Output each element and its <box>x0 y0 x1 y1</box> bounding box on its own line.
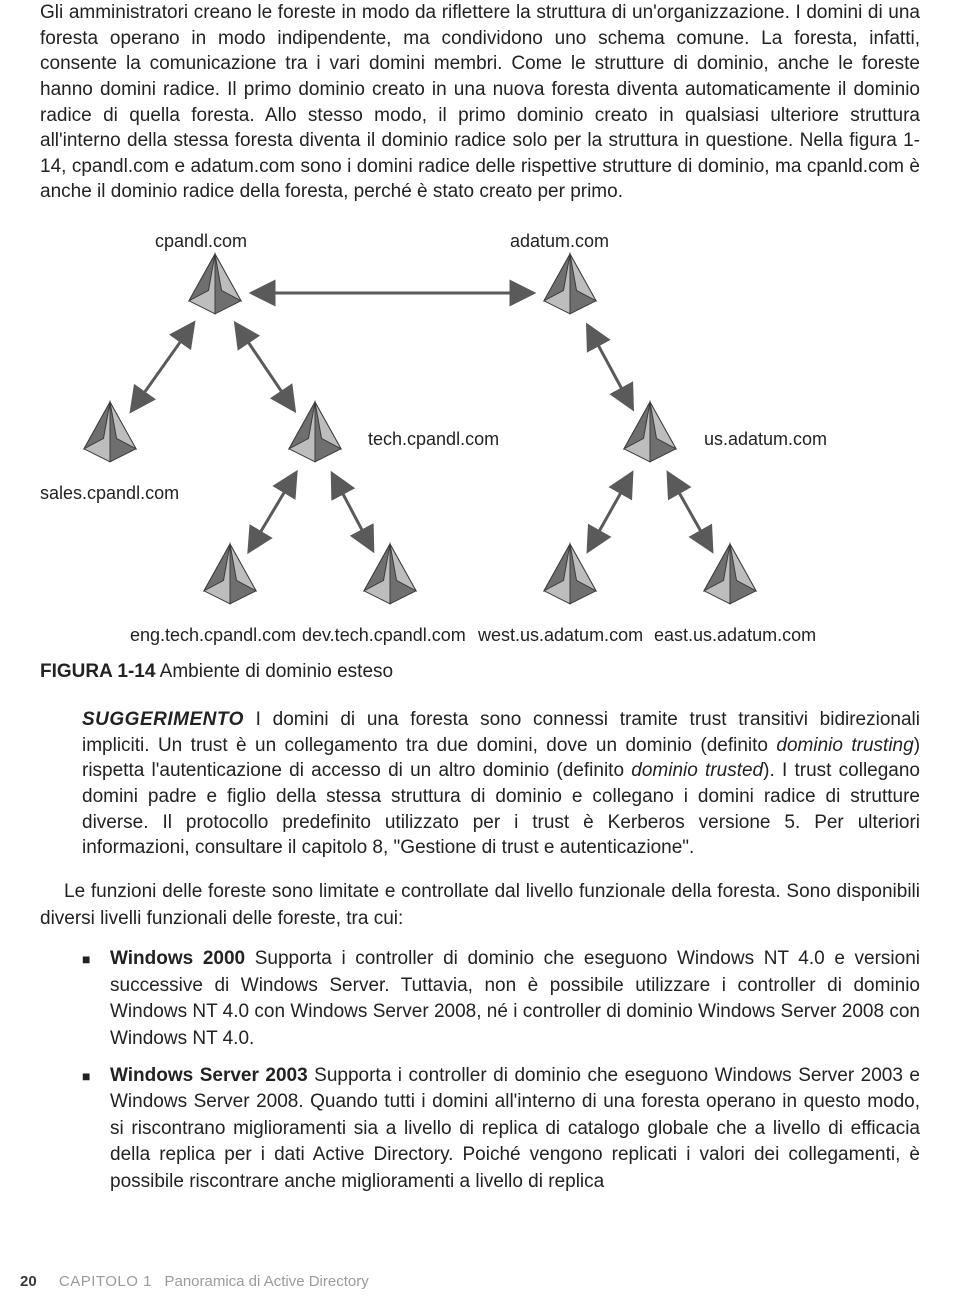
tip-label: SUGGERIMENTO <box>82 709 244 730</box>
diagram-node-label: adatum.com <box>510 231 609 252</box>
diagram-node-label: west.us.adatum.com <box>478 625 643 646</box>
diagram-node-label: sales.cpandl.com <box>40 483 179 504</box>
diagram-node-label: us.adatum.com <box>704 429 827 450</box>
list-item: Windows 2000 Supporta i controller di do… <box>82 946 920 1052</box>
list-item: Windows Server 2003 Supporta i controlle… <box>82 1063 920 1196</box>
diagram-node-label: dev.tech.cpandl.com <box>302 625 466 646</box>
diagram-node-label: east.us.adatum.com <box>654 625 816 646</box>
tip-block: SUGGERIMENTO I domini di una foresta son… <box>82 707 920 861</box>
forest-levels-list: Windows 2000 Supporta i controller di do… <box>40 946 920 1195</box>
page-number: 20 <box>20 1273 37 1290</box>
figure-caption-number: FIGURA 1-14 <box>40 661 155 682</box>
intro-paragraph: Gli amministratori creano le foreste in … <box>40 0 920 205</box>
bullet-2-bold: Windows Server 2003 <box>110 1065 308 1086</box>
figure-1-14: cpandl.com adatum.com sales.cpandl.com tech… <box>40 223 920 653</box>
chapter-title: Panoramica di Active Directory <box>164 1273 368 1290</box>
chapter-label: CAPITOLO 1 <box>59 1273 152 1290</box>
bullet-1-bold: Windows 2000 <box>110 948 245 969</box>
figure-caption: FIGURA 1-14 Ambiente di dominio esteso <box>40 661 920 683</box>
tip-italic-1: dominio trusting <box>776 735 913 756</box>
forest-levels-paragraph: Le funzioni delle foreste sono limitate … <box>40 879 920 932</box>
diagram-node-label: eng.tech.cpandl.com <box>130 625 296 646</box>
page-footer: 20 CAPITOLO 1 Panoramica di Active Direc… <box>20 1273 369 1290</box>
diagram-node-label: tech.cpandl.com <box>368 429 499 450</box>
figure-caption-text: Ambiente di dominio esteso <box>155 661 393 682</box>
tip-italic-2: dominio trusted <box>631 760 763 781</box>
diagram-node-label: cpandl.com <box>155 231 247 252</box>
